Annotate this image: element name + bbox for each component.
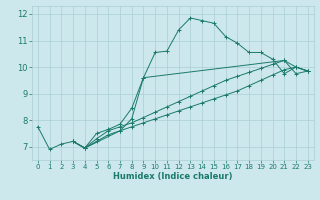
X-axis label: Humidex (Indice chaleur): Humidex (Indice chaleur)	[113, 172, 233, 181]
